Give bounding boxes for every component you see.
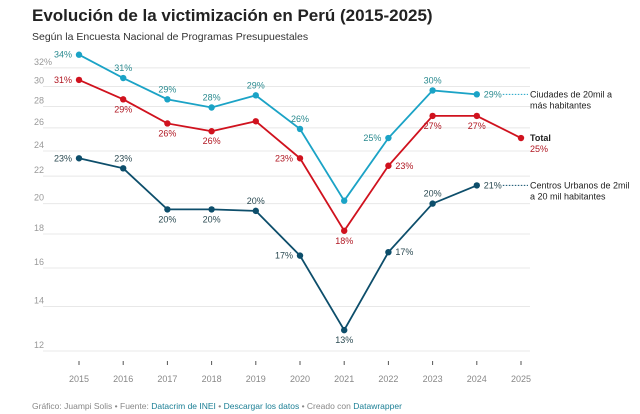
separator: • <box>215 401 224 411</box>
source-link[interactable]: Datacrim de INEI <box>151 401 216 411</box>
y-tick-label: 24 <box>34 140 44 150</box>
data-label: 20% <box>203 214 221 224</box>
data-label: 26% <box>203 136 221 146</box>
y-tick-label: 26 <box>34 117 44 127</box>
data-label: 25% <box>530 144 548 154</box>
data-label: 29% <box>158 84 176 94</box>
chart-subtitle: Según la Encuesta Nacional de Programas … <box>32 31 309 43</box>
x-tick-label: 2018 <box>202 374 222 384</box>
data-label: 30% <box>424 75 442 85</box>
data-point <box>75 51 83 58</box>
data-label: 29% <box>247 80 265 90</box>
data-point <box>385 248 392 256</box>
series-name: Total <box>530 133 551 143</box>
credit: Gráfico: Juampi Solis • Fuente: <box>32 401 152 411</box>
y-tick-label: 22 <box>34 165 44 175</box>
data-label: 23% <box>54 153 72 163</box>
data-point <box>164 120 171 127</box>
data-point <box>385 134 392 142</box>
data-label: 26% <box>291 114 309 124</box>
data-label: 23% <box>114 153 132 163</box>
data-label: 17% <box>395 247 413 257</box>
data-point <box>473 182 480 189</box>
separator: • Creado con <box>299 401 354 411</box>
data-point <box>75 155 83 162</box>
data-point <box>252 207 259 215</box>
series-name: Ciudades de 20mil a más habitantes <box>530 89 612 110</box>
data-label: 26% <box>158 128 176 138</box>
x-tick-label: 2020 <box>290 374 310 384</box>
data-label: 18% <box>335 236 353 246</box>
data-point <box>473 91 480 98</box>
x-tick-label: 2016 <box>113 374 133 384</box>
x-tick-label: 2024 <box>467 374 487 384</box>
y-tick-label: 12 <box>34 340 44 350</box>
data-point <box>341 197 348 204</box>
data-point <box>341 227 348 234</box>
y-tick-label: 32% <box>34 57 52 67</box>
data-point <box>75 76 83 84</box>
data-point <box>208 104 215 111</box>
data-label: 31% <box>54 75 72 85</box>
data-label: 29% <box>484 89 502 99</box>
data-point <box>164 96 171 103</box>
x-tick-label: 2019 <box>246 374 266 384</box>
data-point <box>429 112 436 120</box>
data-point <box>120 165 127 172</box>
y-tick-label: 30 <box>34 76 44 86</box>
data-point <box>296 125 304 133</box>
x-tick-label: 2025 <box>511 374 531 384</box>
footer: Gráfico: Juampi Solis • Fuente: Datacrim… <box>32 401 402 411</box>
x-tick-label: 2015 <box>69 374 89 384</box>
data-point <box>164 206 171 213</box>
data-point <box>385 162 392 169</box>
y-tick-label: 20 <box>34 193 44 203</box>
data-point <box>429 200 436 207</box>
y-tick-label: 16 <box>34 257 44 267</box>
data-label: 23% <box>275 153 293 163</box>
data-label: 20% <box>247 196 265 206</box>
data-point <box>120 74 127 82</box>
y-tick-label: 14 <box>34 296 44 306</box>
data-point <box>296 155 304 162</box>
data-label: 27% <box>424 121 442 131</box>
chart-title: Evolución de la victimización en Perú (2… <box>32 6 433 25</box>
data-point <box>517 134 525 142</box>
data-label: 23% <box>395 161 413 171</box>
x-tick-label: 2021 <box>334 374 354 384</box>
y-tick-label: 18 <box>34 223 44 233</box>
data-point <box>208 128 215 135</box>
series-name: Centros Urbanos de 2mil a 20 mil habitant… <box>530 180 630 201</box>
data-label: 21% <box>484 180 502 190</box>
data-point <box>252 92 259 99</box>
x-tick-label: 2023 <box>423 374 443 384</box>
data-point <box>120 96 127 103</box>
data-point <box>252 118 259 125</box>
y-tick-label: 28 <box>34 95 44 105</box>
data-label: 20% <box>158 214 176 224</box>
data-label: 13% <box>335 335 353 345</box>
datawrapper-link[interactable]: Datawrapper <box>353 401 402 411</box>
data-label: 28% <box>203 93 221 103</box>
series-line <box>78 53 477 203</box>
data-label: 27% <box>468 121 486 131</box>
download-link[interactable]: Descargar los datos <box>223 401 300 411</box>
data-label: 25% <box>363 133 381 143</box>
data-label: 34% <box>54 50 72 60</box>
data-point <box>341 326 348 334</box>
data-point <box>473 112 480 120</box>
data-label: 29% <box>114 104 132 114</box>
x-tick-label: 2022 <box>378 374 398 384</box>
data-label: 20% <box>424 189 442 199</box>
series-line <box>78 157 478 332</box>
data-point <box>429 87 436 94</box>
data-point <box>208 206 215 213</box>
data-label: 31% <box>114 63 132 73</box>
data-label: 17% <box>275 251 293 261</box>
x-tick-label: 2017 <box>157 374 177 384</box>
data-point <box>296 252 304 259</box>
